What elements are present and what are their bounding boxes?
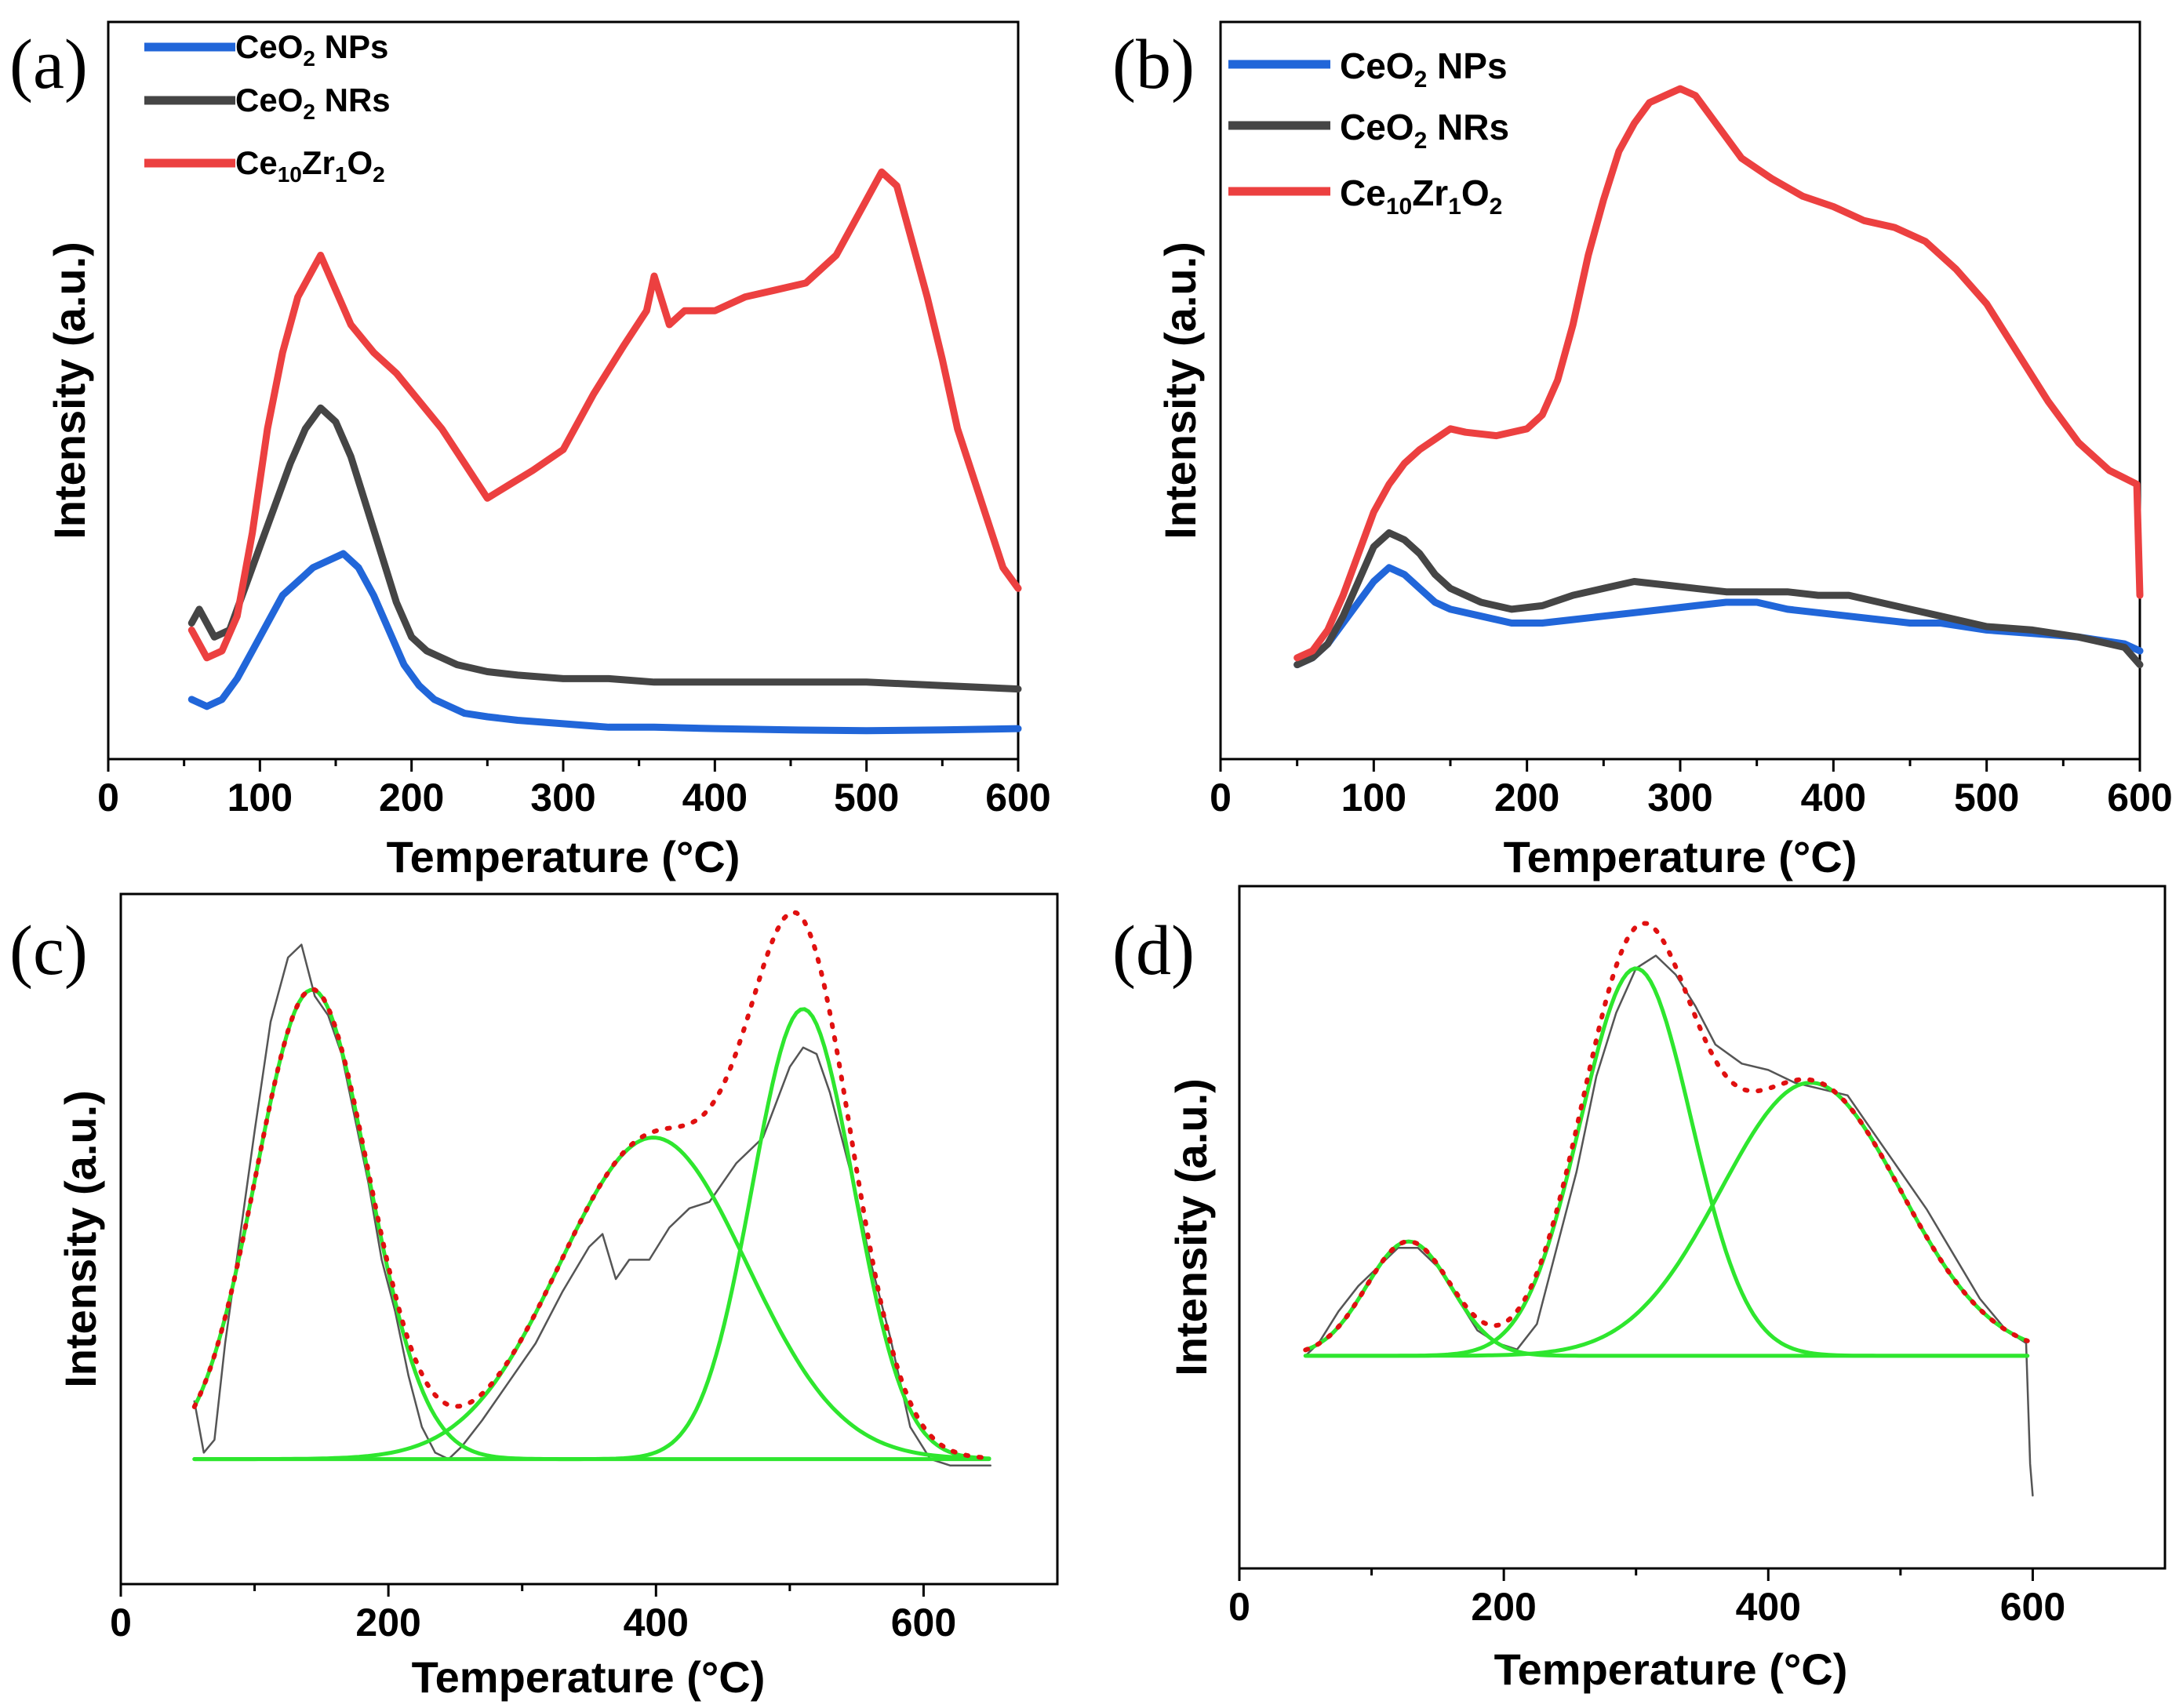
legend-a-cezr-ce: Ce [235, 144, 278, 181]
panel-d-series [1303, 921, 2034, 1497]
legend-b-cezr-ce: Ce [1340, 173, 1386, 213]
panel-a-frame [107, 20, 1020, 761]
x-tick-label-b-600: 600 [2107, 776, 2172, 819]
legend-b-nrs-base: CeO [1340, 107, 1414, 147]
x-tick-label-b-300: 300 [1647, 776, 1712, 819]
legend-b-cezr-o: O [1461, 173, 1490, 213]
legend-a-cezr-sub2: 1 [335, 162, 347, 187]
cumulative-fit-d [1303, 921, 2030, 1353]
x-tick-label-b-500: 500 [1954, 776, 2019, 819]
x-tick-label-b-200: 200 [1494, 776, 1559, 819]
legend-b-nrs-tail: NRs [1427, 107, 1509, 147]
legend-a-cezr-zr: Zr [302, 144, 335, 181]
panel-c-xlabel: Temperature (°C) [412, 1652, 766, 1702]
panel-d-frame [1238, 885, 2167, 1570]
legend-a-label-nps: CeO2 NPs [235, 28, 388, 71]
series-line-a-2 [187, 168, 1022, 662]
panel-b-ylabel: Intensity (a.u.) [1155, 242, 1205, 540]
experimental-line-d [1304, 954, 2034, 1497]
x-tick-label-a-0: 0 [97, 776, 119, 819]
series-line-b-2 [1293, 85, 2144, 662]
panel-d: (d) Temperature (°C) Intensity (a.u.) 0 2… [1112, 885, 2167, 1694]
x-tick-label-c-200: 200 [355, 1601, 420, 1644]
x-tick-label-c-0: 0 [110, 1601, 132, 1644]
fit-component-c-1 [192, 987, 991, 1462]
x-tick-label-a-400: 400 [682, 776, 748, 819]
series-line-a-1 [187, 404, 1022, 693]
cumulative-fit-c [191, 910, 991, 1461]
legend-a-cezr-sub3: 2 [373, 162, 385, 187]
x-tick-label-a-200: 200 [379, 776, 444, 819]
panel-a-xlabel: Temperature (°C) [387, 832, 740, 881]
x-tick-label-d-600: 600 [2000, 1585, 2065, 1629]
x-tick-label-d-400: 400 [1736, 1585, 1801, 1629]
fit-component-d-3 [1303, 1081, 2030, 1358]
panel-a: (a) Temperature (°C) Intensity (a.u.) 0 1… [9, 20, 1051, 881]
legend-b-label-nps: CeO2 NPs [1340, 45, 1508, 93]
panel-c-label: (c) [9, 912, 88, 990]
panel-c-series [191, 910, 991, 1467]
legend-b-label-cezr: Ce10Zr1O2 [1340, 173, 1502, 220]
legend-a-nps-base: CeO [235, 28, 303, 65]
x-tick-label-b-0: 0 [1210, 776, 1232, 819]
series-line-b-0 [1293, 564, 2144, 669]
panel-a-ticks: 0 100 200 300 400 500 600 [97, 759, 1051, 819]
legend-a-nps-sub: 2 [303, 46, 315, 71]
x-tick-label-a-300: 300 [530, 776, 595, 819]
legend-a-label-cezr: Ce10Zr1O2 [235, 144, 385, 187]
legend-b-nps-sub: 2 [1414, 67, 1428, 93]
panel-a-legend: CeO2 NPs CeO2 NRs Ce10Zr1O2 [144, 28, 391, 187]
x-tick-label-b-400: 400 [1801, 776, 1866, 819]
panel-a-series [187, 168, 1022, 735]
panel-c: (c) Temperature (°C) Intensity (a.u.) 0 2… [9, 892, 1059, 1702]
x-tick-label-d-200: 200 [1471, 1585, 1536, 1629]
legend-b-label-nrs: CeO2 NRs [1340, 107, 1509, 154]
legend-a-nps-tail: NPs [315, 28, 388, 65]
panel-c-ticks: 0 200 400 600 [110, 1584, 956, 1644]
legend-b-cezr-sub2: 1 [1448, 194, 1461, 220]
panel-b-series [1293, 85, 2144, 669]
experimental-line-c [193, 943, 991, 1467]
x-tick-label-d-0: 0 [1228, 1585, 1250, 1629]
legend-b-cezr-sub3: 2 [1490, 194, 1503, 220]
panel-b-xlabel: Temperature (°C) [1504, 832, 1857, 881]
x-tick-label-c-600: 600 [891, 1601, 956, 1644]
panel-b-legend: CeO2 NPs CeO2 NRs Ce10Zr1O2 [1228, 45, 1509, 220]
panel-d-ticks: 0 200 400 600 [1228, 1568, 2065, 1629]
panel-a-ylabel: Intensity (a.u.) [45, 242, 94, 540]
series-line-b-1 [1293, 529, 2144, 669]
panel-d-ylabel: Intensity (a.u.) [1166, 1078, 1216, 1376]
legend-a-label-nrs: CeO2 NRs [235, 82, 391, 124]
x-tick-label-a-600: 600 [985, 776, 1050, 819]
legend-b-nps-tail: NPs [1427, 45, 1507, 86]
fit-component-d-1 [1303, 1239, 2030, 1358]
legend-a-nrs-tail: NRs [315, 82, 391, 118]
panel-b: (b) Temperature (°C) Intensity (a.u.) 0 1… [1112, 20, 2173, 881]
legend-a-nrs-sub: 2 [303, 100, 315, 124]
x-tick-label-c-400: 400 [624, 1601, 689, 1644]
panel-a-label: (a) [9, 26, 88, 104]
panel-b-ticks: 0 100 200 300 400 500 600 [1210, 759, 2173, 819]
fit-component-c-3 [192, 1007, 991, 1462]
legend-b-cezr-sub1: 10 [1386, 194, 1412, 220]
legend-b-nps-base: CeO [1340, 45, 1414, 86]
x-tick-label-b-100: 100 [1341, 776, 1406, 819]
panel-b-label: (b) [1112, 26, 1195, 104]
fit-component-d-2 [1303, 966, 2030, 1358]
legend-a-nrs-base: CeO [235, 82, 303, 118]
x-tick-label-a-500: 500 [834, 776, 899, 819]
panel-d-xlabel: Temperature (°C) [1494, 1644, 1848, 1694]
legend-a-cezr-o: O [347, 144, 373, 181]
panel-c-frame [119, 892, 1059, 1586]
legend-a-cezr-sub1: 10 [278, 162, 302, 187]
legend-b-nrs-sub: 2 [1414, 128, 1428, 154]
legend-b-cezr-zr: Zr [1412, 173, 1448, 213]
x-tick-label-a-100: 100 [227, 776, 293, 819]
panel-c-ylabel: Intensity (a.u.) [56, 1090, 105, 1388]
panel-d-label: (d) [1112, 912, 1195, 990]
fit-component-c-2 [192, 1136, 991, 1462]
series-line-a-0 [187, 550, 1022, 735]
